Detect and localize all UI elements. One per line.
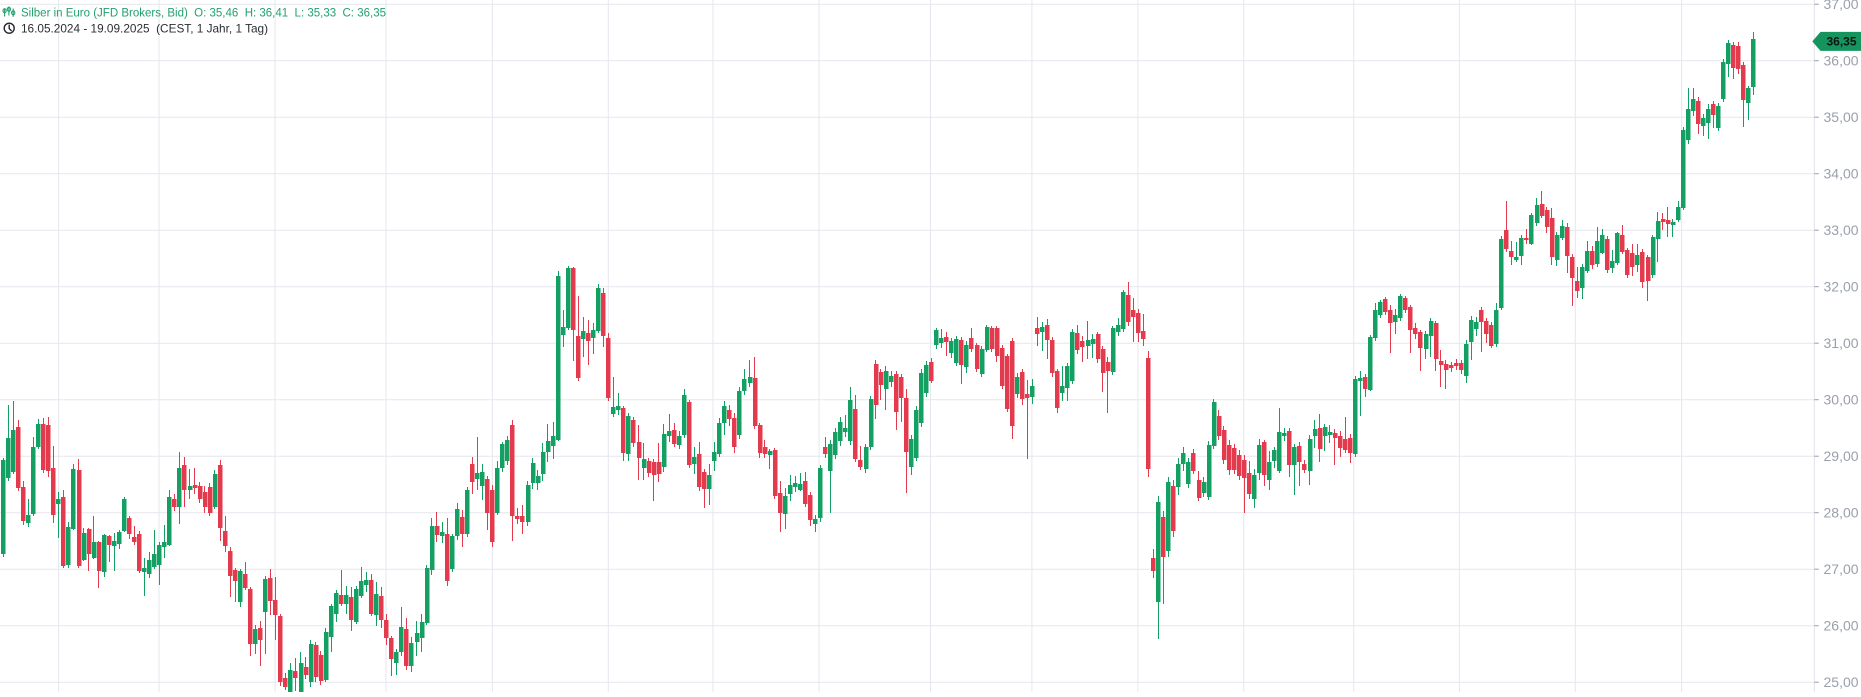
svg-text:32,00: 32,00 (1824, 279, 1859, 295)
svg-text:36,35: 36,35 (1827, 35, 1857, 49)
svg-text:27,00: 27,00 (1824, 561, 1859, 577)
svg-text:34,00: 34,00 (1824, 166, 1859, 182)
svg-text:36,00: 36,00 (1824, 53, 1859, 69)
svg-text:35,00: 35,00 (1824, 109, 1859, 125)
svg-text:29,00: 29,00 (1824, 448, 1859, 464)
svg-text:16.05.2024 - 19.09.2025 (CEST: 16.05.2024 - 19.09.2025 (CEST, 1 Jahr, 1… (21, 22, 268, 36)
svg-text:31,00: 31,00 (1824, 335, 1859, 351)
svg-text:37,00: 37,00 (1824, 0, 1859, 12)
svg-text:33,00: 33,00 (1824, 222, 1859, 238)
svg-text:Silber in Euro (JFD Brokers, B: Silber in Euro (JFD Brokers, Bid) O: 35,… (21, 7, 386, 19)
svg-text:25,00: 25,00 (1824, 674, 1859, 690)
svg-text:26,00: 26,00 (1824, 618, 1859, 634)
svg-text:28,00: 28,00 (1824, 505, 1859, 521)
svg-text:30,00: 30,00 (1824, 392, 1859, 408)
